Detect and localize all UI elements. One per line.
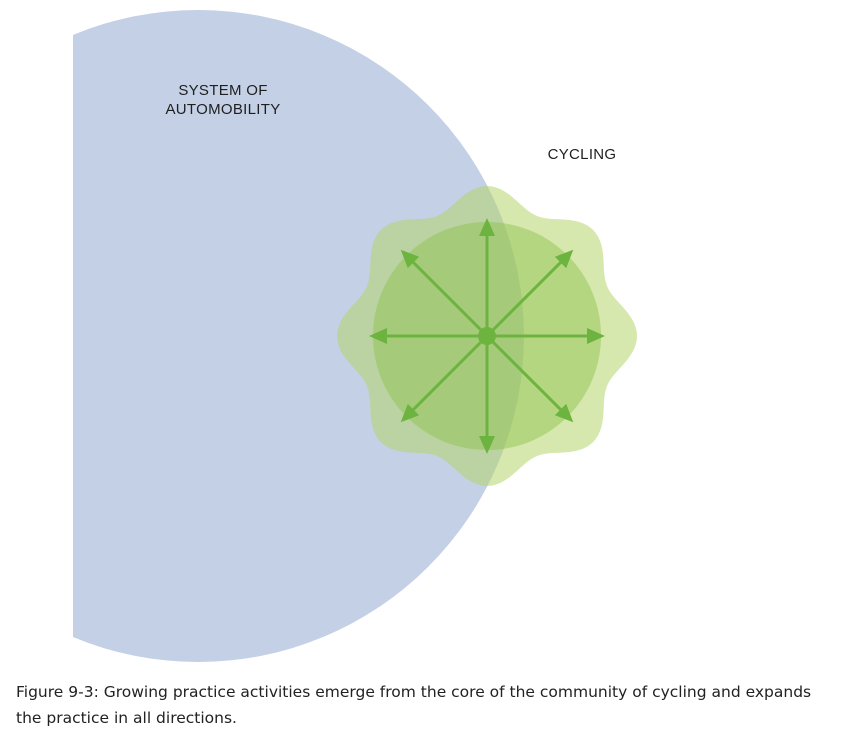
- arrowhead-northwest: [400, 249, 420, 269]
- arrowhead-south: [479, 436, 495, 454]
- cycling-label: CYCLING: [548, 146, 617, 163]
- arrow-shaft-southeast: [485, 334, 565, 414]
- arrowhead-southeast: [554, 403, 574, 423]
- arrow-shaft-northeast: [485, 258, 565, 338]
- diagram-canvas: SYSTEM OF AUTOMOBILITY CYCLING: [73, 10, 637, 662]
- arrowhead-southwest: [400, 403, 420, 423]
- automobility-region: [73, 10, 524, 662]
- arrowhead-north: [479, 218, 495, 236]
- arrowhead-northeast: [554, 249, 574, 269]
- core-dot: [478, 327, 496, 345]
- growth-arrows: [369, 218, 605, 454]
- arrow-shaft-southwest: [409, 334, 489, 414]
- automobility-label-line1: SYSTEM OF: [178, 82, 267, 99]
- automobility-label-line2: AUTOMOBILITY: [165, 101, 280, 118]
- arrow-shaft-northwest: [409, 258, 489, 338]
- arrowhead-east: [587, 328, 605, 344]
- figure-caption: Figure 9-3: Growing practice activities …: [16, 683, 812, 727]
- arrowhead-west: [369, 328, 387, 344]
